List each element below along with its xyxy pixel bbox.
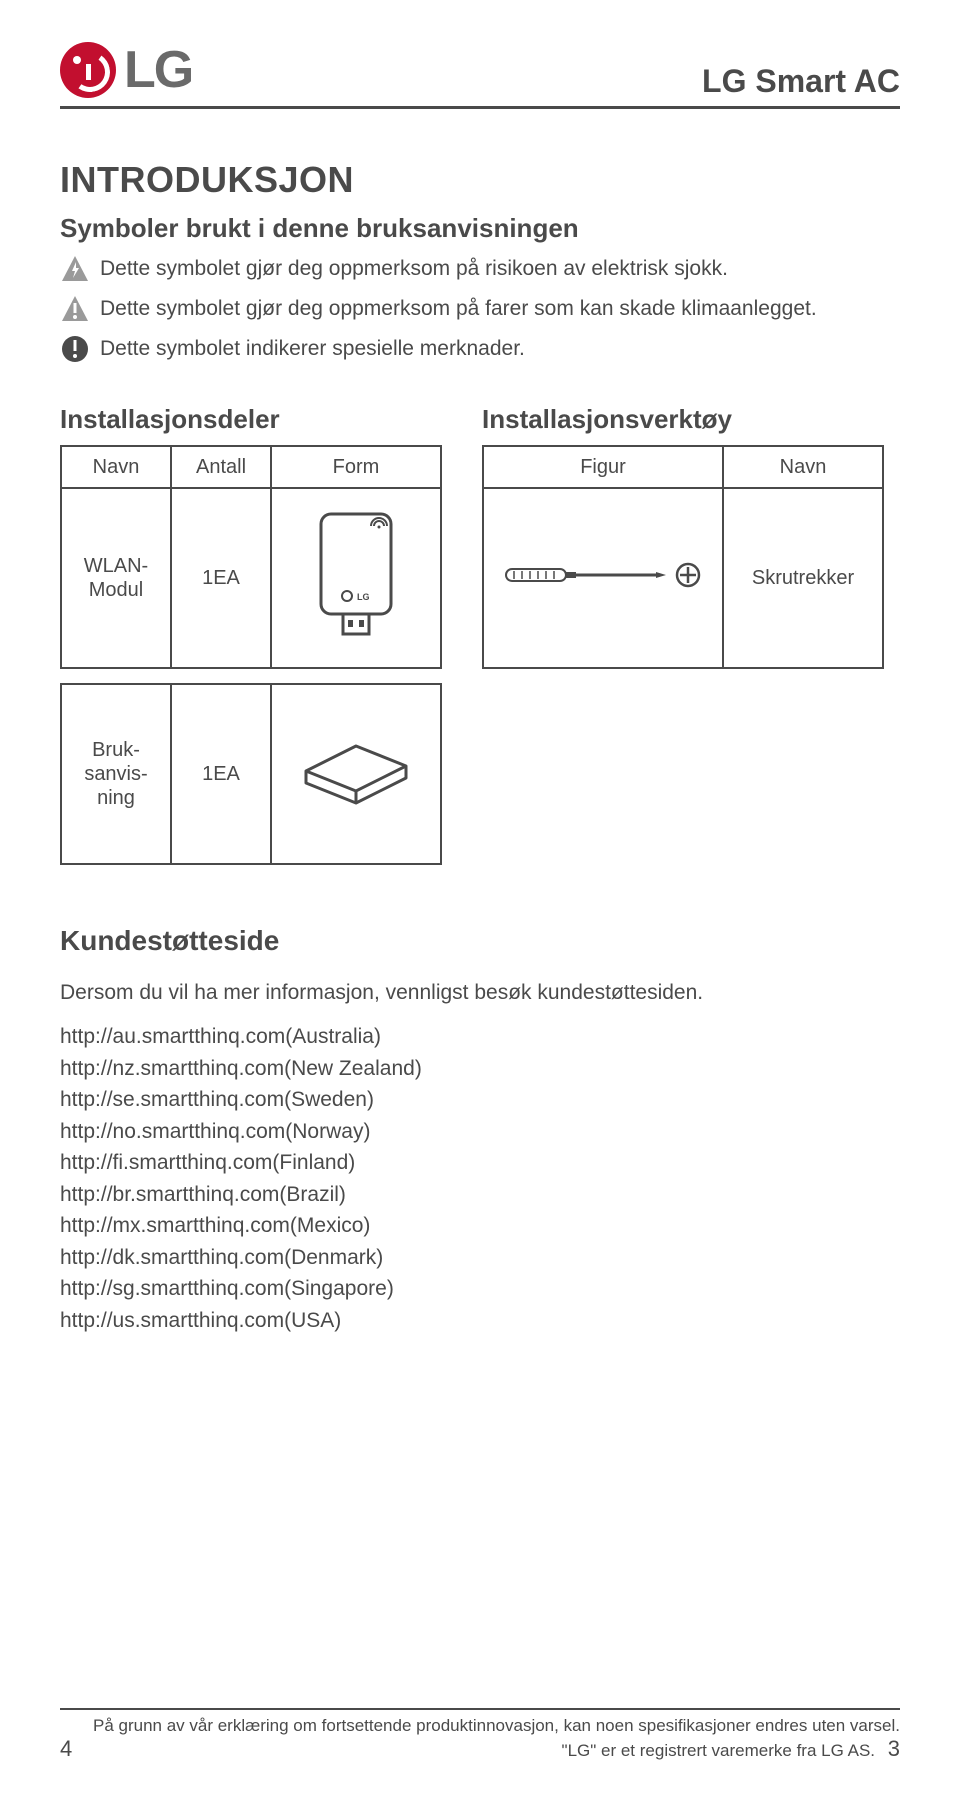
table-row: Bruk-sanvis-ning 1EA [61, 684, 441, 864]
col-header: Figur [483, 446, 723, 488]
cell-name: Bruk-sanvis-ning [61, 684, 171, 864]
support-intro: Dersom du vil ha mer informasjon, vennli… [60, 981, 900, 1005]
parts-table-title: Installasjonsdeler [60, 404, 442, 435]
support-url: http://mx.smartthinq.com(Mexico) [60, 1210, 900, 1242]
screwdriver-icon [498, 578, 708, 600]
support-url: http://br.smartthinq.com(Brazil) [60, 1179, 900, 1211]
col-header: Antall [171, 446, 271, 488]
parts-table-block: Installasjonsdeler Navn Antall Form WLAN… [60, 404, 442, 865]
cell-qty: 1EA [171, 684, 271, 864]
col-header: Navn [723, 446, 883, 488]
support-url: http://se.smartthinq.com(Sweden) [60, 1084, 900, 1116]
support-title: Kundestøtteside [60, 925, 900, 957]
footer-line1: På grunn av vår erklæring om fortsettend… [84, 1716, 900, 1736]
cell-name: WLAN-Modul [61, 488, 171, 668]
support-url: http://au.smartthinq.com(Australia) [60, 1021, 900, 1053]
symbol-row: Dette symbolet gjør deg oppmerksom på fa… [60, 294, 900, 324]
page-footer: 4 På grunn av vår erklæring om fortsette… [60, 1708, 900, 1762]
page-number-left: 4 [60, 1736, 72, 1762]
symbol-text: Dette symbolet gjør deg oppmerksom på fa… [100, 295, 817, 322]
product-name: LG Smart AC [702, 63, 900, 100]
cell-qty: 1EA [171, 488, 271, 668]
support-url: http://no.smartthinq.com(Norway) [60, 1116, 900, 1148]
support-section: Kundestøtteside Dersom du vil ha mer inf… [60, 925, 900, 1336]
page-number-right: 3 [888, 1736, 900, 1761]
cell-shape [271, 684, 441, 864]
col-header: Form [271, 446, 441, 488]
tools-table: Figur Navn [482, 445, 884, 669]
lg-logo-icon [60, 42, 116, 98]
page-header: LG LG Smart AC [60, 40, 900, 109]
tools-table-title: Installasjonsverktøy [482, 404, 884, 435]
support-url: http://fi.smartthinq.com(Finland) [60, 1147, 900, 1179]
cell-figure [483, 488, 723, 668]
wlan-module-icon: LG [311, 623, 401, 645]
table-row: Skrutrekker [483, 488, 883, 668]
symbol-row: Dette symbolet indikerer spesielle merkn… [60, 334, 900, 364]
cell-shape: LG [271, 488, 441, 668]
spacer-row [61, 668, 441, 684]
support-url: http://nz.smartthinq.com(New Zealand) [60, 1053, 900, 1085]
lg-logo: LG [60, 40, 192, 100]
table-header-row: Figur Navn [483, 446, 883, 488]
excl-circle-icon [60, 334, 90, 364]
intro-subtitle: Symboler brukt i denne bruksanvisningen [60, 213, 900, 244]
bolt-triangle-icon [60, 254, 90, 284]
table-header-row: Navn Antall Form [61, 446, 441, 488]
footer-right: På grunn av vår erklæring om fortsettend… [84, 1716, 900, 1762]
symbol-text: Dette symbolet gjør deg oppmerksom på ri… [100, 255, 728, 282]
tools-table-block: Installasjonsverktøy Figur Navn [482, 404, 884, 865]
support-url: http://us.smartthinq.com(USA) [60, 1305, 900, 1337]
support-url: http://dk.smartthinq.com(Denmark) [60, 1242, 900, 1274]
manual-book-icon [291, 799, 421, 821]
support-url-list: http://au.smartthinq.com(Australia) http… [60, 1021, 900, 1336]
lg-logo-text: LG [124, 40, 192, 100]
section-title-intro: INTRODUKSJON [60, 159, 900, 201]
parts-table: Navn Antall Form WLAN-Modul 1EA [60, 445, 442, 865]
excl-triangle-icon [60, 294, 90, 324]
cell-name: Skrutrekker [723, 488, 883, 668]
symbol-text: Dette symbolet indikerer spesielle merkn… [100, 335, 525, 362]
svg-text:LG: LG [357, 592, 370, 602]
support-url: http://sg.smartthinq.com(Singapore) [60, 1273, 900, 1305]
symbol-row: Dette symbolet gjør deg oppmerksom på ri… [60, 254, 900, 284]
footer-line2: "LG" er et registrert varemerke fra LG A… [562, 1741, 875, 1760]
tables-row: Installasjonsdeler Navn Antall Form WLAN… [60, 404, 900, 865]
table-row: WLAN-Modul 1EA LG [61, 488, 441, 668]
col-header: Navn [61, 446, 171, 488]
